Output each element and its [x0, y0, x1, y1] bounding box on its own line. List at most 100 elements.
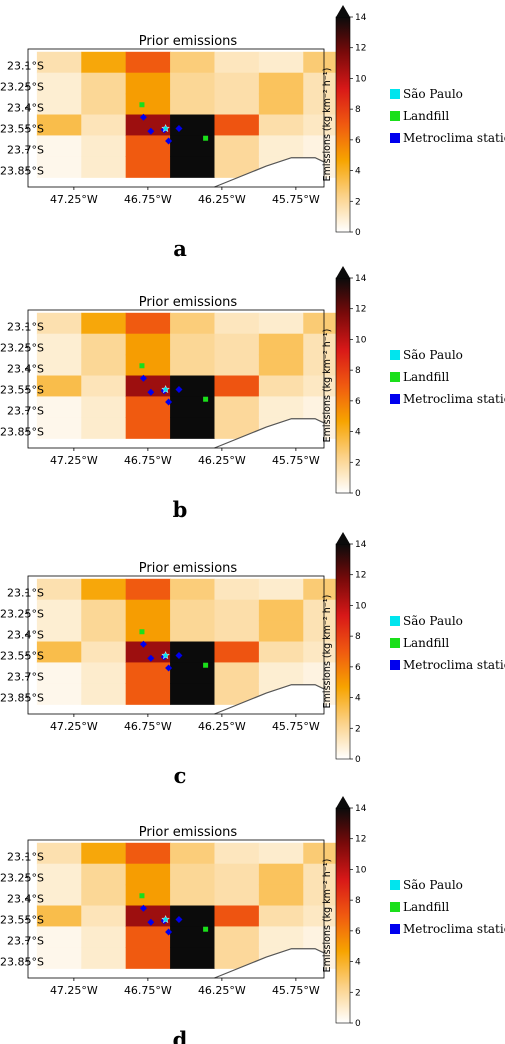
heatmap-cell	[258, 396, 304, 418]
station-marker	[175, 385, 183, 393]
y-tick-label: 23.1°S	[7, 60, 44, 73]
station-marker	[139, 113, 147, 121]
heatmap-cell	[170, 620, 216, 643]
axes-frame	[27, 309, 325, 449]
heatmap-cell	[258, 599, 304, 622]
heatmap-cell	[258, 578, 304, 601]
heatmap-cell	[258, 641, 304, 664]
heatmap-cell	[170, 884, 216, 907]
heatmap-cell	[36, 620, 82, 643]
station-marker	[165, 664, 173, 672]
x-tick-label: 47.25°W	[50, 193, 98, 206]
heatmap-cell	[81, 93, 127, 116]
x-tick-label: 45.75°W	[272, 454, 320, 467]
colorbar-extend-arrow	[336, 532, 350, 544]
chart-title: Prior emissions	[139, 561, 238, 576]
y-tick-label: 23.25°S	[0, 608, 44, 621]
x-tick-label: 46.75°W	[124, 720, 172, 733]
heatmap-cell	[36, 135, 82, 157]
colorbar-tick-label: 14	[355, 804, 367, 814]
heatmap-cell	[258, 51, 304, 74]
heatmap-cell	[125, 905, 171, 928]
heatmap-cell	[36, 578, 82, 601]
heatmap-cell	[81, 905, 127, 928]
heatmap-cell	[81, 947, 127, 969]
heatmap-cell	[258, 312, 304, 335]
heatmap-cell	[258, 842, 304, 865]
sao-paulo-marker	[161, 650, 170, 660]
heatmap-cell	[258, 93, 304, 116]
heatmap-cell	[36, 312, 82, 335]
colorbar	[335, 16, 351, 233]
landfill-marker	[139, 893, 145, 899]
legend-label: Metroclima stations	[403, 131, 505, 145]
heatmap-cell	[36, 114, 82, 137]
heatmap-cell	[214, 72, 260, 95]
heatmap-cell	[125, 93, 171, 116]
station-marker	[147, 918, 155, 926]
heatmap-cell	[81, 135, 127, 157]
heatmap-cell	[36, 662, 82, 684]
heatmap-cell	[214, 417, 260, 439]
landfill-marker	[139, 102, 145, 108]
panel-label: c	[174, 763, 187, 788]
heatmap-cell	[36, 396, 82, 418]
y-tick-label: 23.25°S	[0, 81, 44, 94]
heatmap-cell	[36, 375, 82, 398]
heatmap-cell	[258, 620, 304, 643]
heatmap-cell	[36, 926, 82, 948]
x-tick-label: 46.75°W	[124, 454, 172, 467]
heatmap-cell	[258, 135, 304, 157]
legend-label: Metroclima stations	[403, 922, 505, 936]
station-marker	[175, 651, 183, 659]
colorbar-tick-label: 4	[355, 167, 361, 177]
heatmap-cell	[170, 662, 216, 684]
heatmap-cell	[125, 417, 171, 439]
legend-label: Landfill	[403, 636, 449, 650]
heatmap-cell	[125, 926, 171, 948]
y-tick-label: 23.25°S	[0, 342, 44, 355]
x-tick-label: 45.75°W	[272, 720, 320, 733]
colorbar-tick-label: 2	[355, 458, 361, 468]
colorbar-tick-label: 4	[355, 428, 361, 438]
y-tick-label: 23.7°S	[7, 670, 44, 683]
heatmap-cell	[81, 926, 127, 948]
heatmap-cell	[214, 863, 260, 886]
heatmap-cell	[81, 683, 127, 705]
heatmap-cell	[125, 641, 171, 664]
axes-frame	[27, 48, 325, 188]
heatmap-cell	[125, 135, 171, 157]
heatmap-cell	[170, 578, 216, 601]
colorbar-label: Emissions (kg km⁻² h⁻¹)	[322, 859, 333, 973]
heatmap-cell	[214, 599, 260, 622]
heatmap-cell	[81, 312, 127, 335]
legend-label: São Paulo	[403, 878, 463, 892]
colorbar	[335, 277, 351, 494]
heatmap-cell	[170, 51, 216, 74]
heatmap-cell	[214, 620, 260, 643]
colorbar-tick-label: 10	[355, 601, 367, 611]
heatmap-cell	[214, 905, 260, 928]
colorbar-tick-label: 0	[355, 1019, 361, 1029]
landfill-marker	[203, 662, 209, 668]
station-marker	[147, 654, 155, 662]
colorbar-tick-label: 4	[355, 958, 361, 968]
y-tick-label: 23.7°S	[7, 404, 44, 417]
colorbar-tick-label: 14	[355, 540, 367, 550]
heatmap-cell	[214, 135, 260, 157]
station-marker	[147, 388, 155, 396]
sea-area	[214, 684, 324, 714]
x-tick-label: 47.25°W	[50, 720, 98, 733]
heatmap-cell	[36, 156, 82, 178]
heatmap-cell	[125, 599, 171, 622]
colorbar-tick-label: 2	[355, 988, 361, 998]
legend-swatch	[390, 924, 400, 934]
heatmap-cell	[214, 375, 260, 398]
colorbar-tick-label: 12	[355, 571, 366, 581]
heatmap-cell	[170, 72, 216, 95]
x-tick-label: 46.25°W	[198, 984, 246, 997]
sea-area	[214, 157, 324, 187]
legend-label: Metroclima stations	[403, 658, 505, 672]
x-tick-label: 46.75°W	[124, 984, 172, 997]
heatmap-cell	[170, 93, 216, 116]
